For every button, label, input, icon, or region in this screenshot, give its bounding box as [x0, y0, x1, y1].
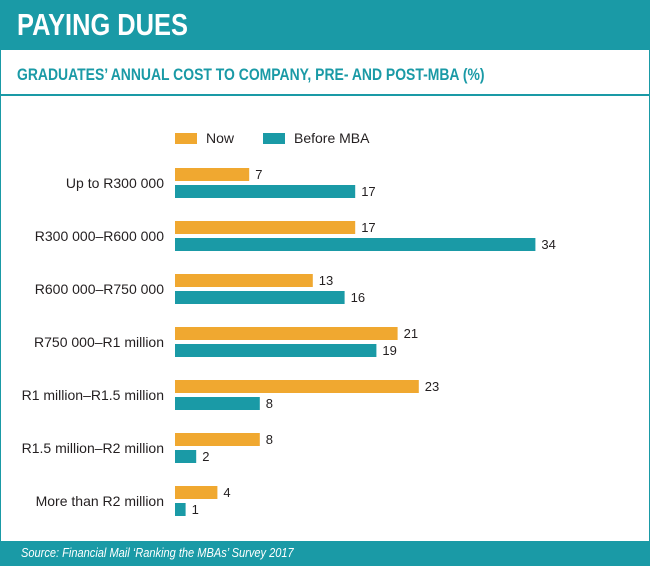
bar-now	[175, 433, 260, 446]
source-note: Source: Financial Mail ‘Ranking the MBAs…	[21, 545, 294, 560]
legend-label-before-mba: Before MBA	[294, 130, 370, 146]
chart-subtitle: GRADUATES’ ANNUAL COST TO COMPANY, PRE- …	[17, 65, 485, 84]
value-label-before-mba: 17	[361, 184, 375, 199]
bar-chart: Now Before MBA Up to R300 000 7 17 R300 000–R…	[22, 130, 556, 517]
bar-before-mba	[175, 291, 345, 304]
bar-before-mba	[175, 185, 356, 198]
legend-label-now: Now	[206, 130, 235, 146]
value-label-before-mba: 16	[351, 290, 365, 305]
value-label-before-mba: 2	[202, 449, 209, 464]
value-label-before-mba: 19	[382, 343, 396, 358]
bar-now	[175, 380, 419, 393]
legend-swatch-now	[175, 133, 197, 144]
legend-swatch-before-mba	[263, 133, 285, 144]
bar-before-mba	[175, 344, 377, 357]
bar-before-mba	[175, 397, 260, 410]
category-label: R600 000–R750 000	[35, 281, 164, 297]
page-title: PAYING DUES	[17, 7, 188, 42]
bar-before-mba	[175, 450, 197, 463]
category-label: R1.5 million–R2 million	[22, 440, 164, 456]
value-label-before-mba: 1	[192, 502, 199, 517]
category-label: R750 000–R1 million	[34, 334, 164, 350]
value-label-now: 21	[404, 326, 418, 341]
category-label: More than R2 million	[36, 493, 164, 509]
value-label-before-mba: 8	[266, 396, 273, 411]
bar-before-mba	[175, 503, 186, 516]
bar-now	[175, 221, 356, 234]
category-label: R300 000–R600 000	[35, 228, 164, 244]
bar-now	[175, 327, 398, 340]
value-label-before-mba: 34	[541, 237, 555, 252]
bar-now	[175, 274, 313, 287]
value-label-now: 17	[361, 220, 375, 235]
value-label-now: 8	[266, 432, 273, 447]
bar-now	[175, 168, 250, 181]
value-label-now: 4	[223, 485, 230, 500]
bar-now	[175, 486, 218, 499]
header-band: PAYING DUES	[1, 1, 649, 50]
value-label-now: 23	[425, 379, 439, 394]
category-label: R1 million–R1.5 million	[22, 387, 164, 403]
value-label-now: 13	[319, 273, 333, 288]
bar-before-mba	[175, 238, 536, 251]
footer-band: Source: Financial Mail ‘Ranking the MBAs…	[1, 541, 649, 565]
divider	[1, 94, 649, 96]
category-label: Up to R300 000	[66, 175, 164, 191]
value-label-now: 7	[255, 167, 262, 182]
